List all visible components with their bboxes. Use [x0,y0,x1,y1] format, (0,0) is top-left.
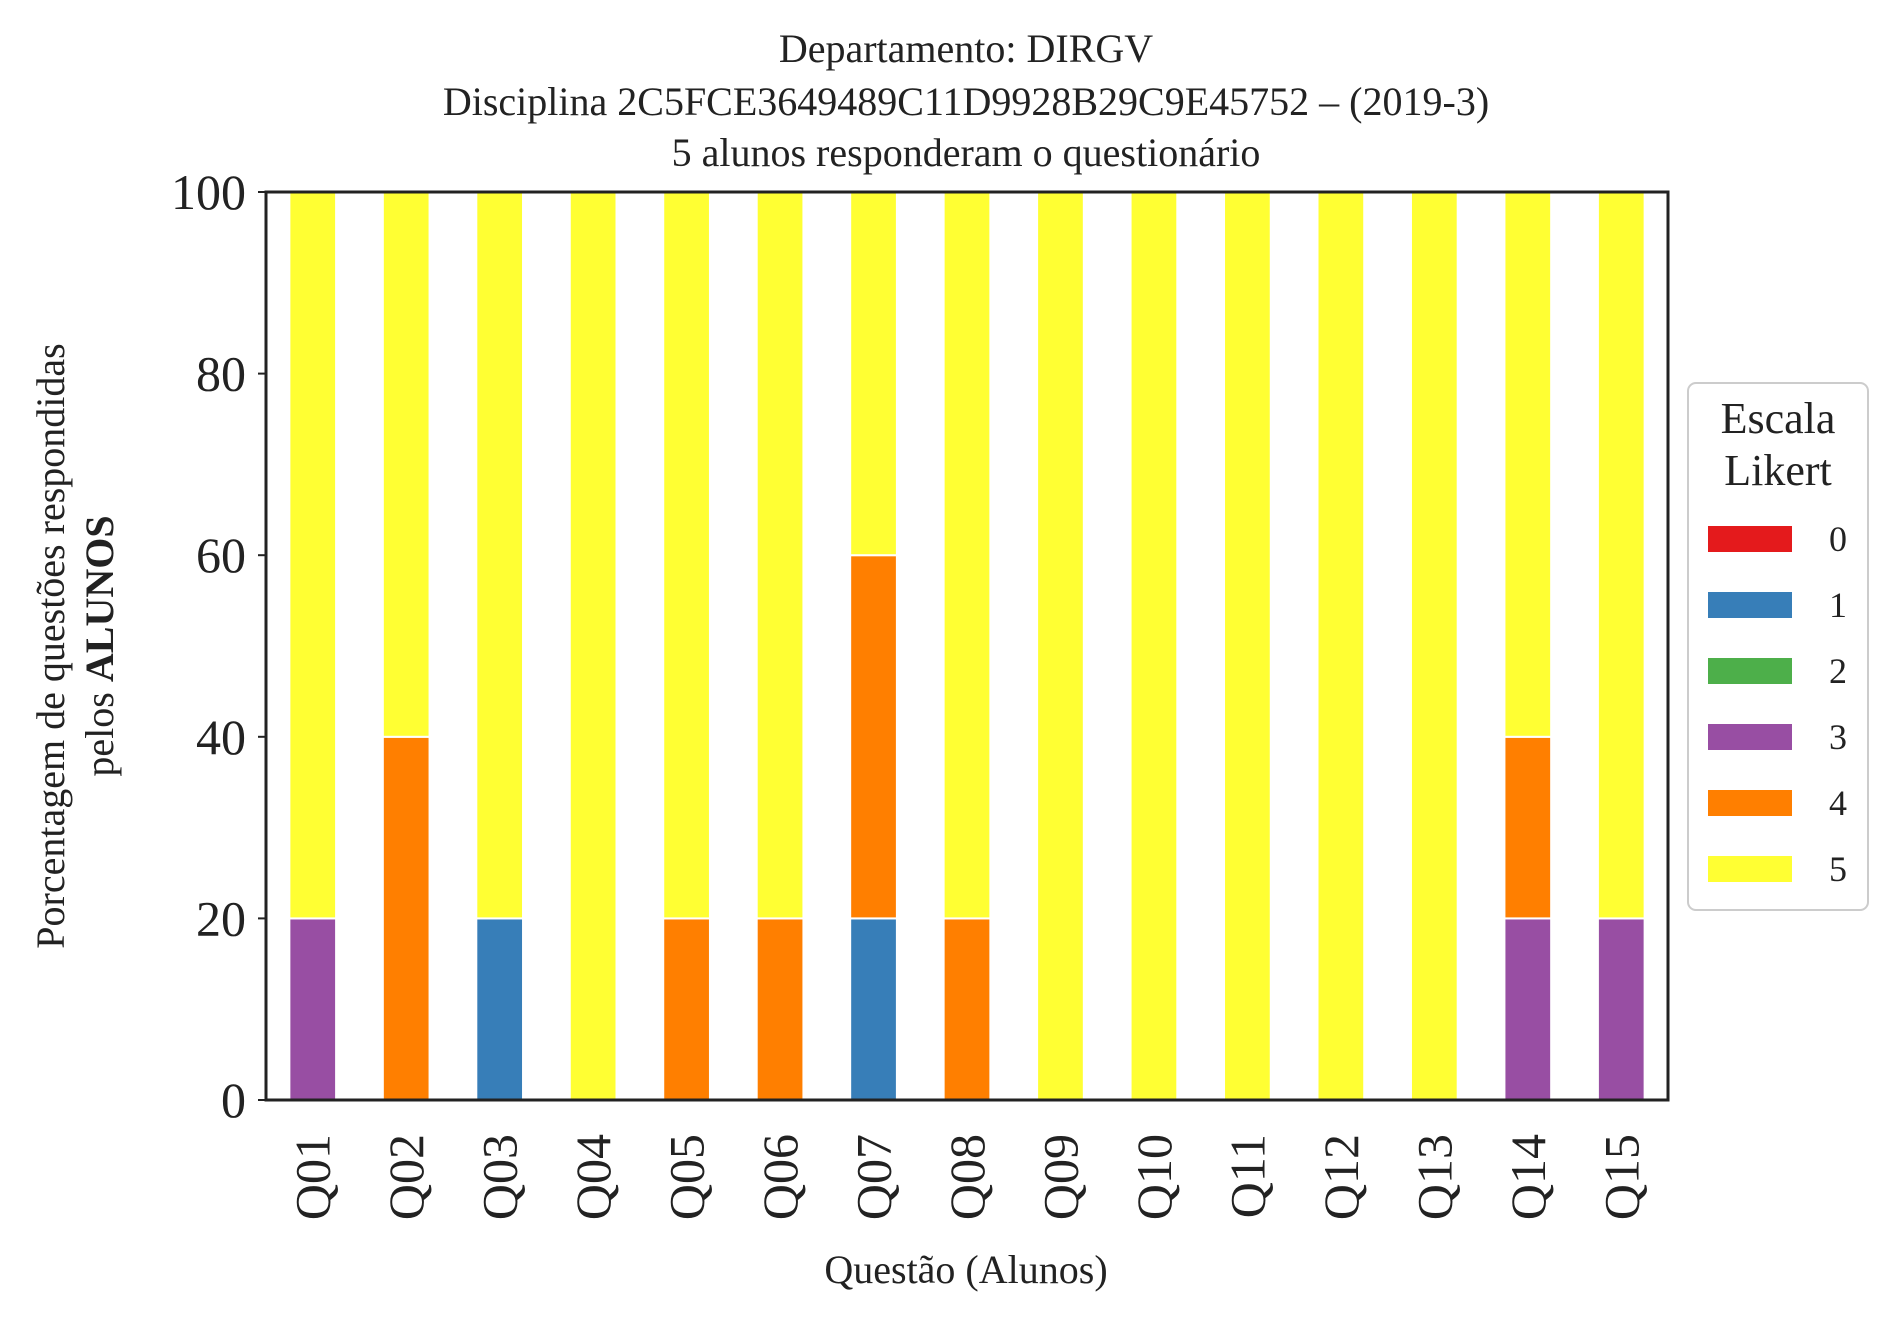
bar-q03-likert-5 [475,191,525,920]
bar-q02-likert-4 [381,735,431,1101]
legend-swatch-2 [1708,658,1792,684]
x-tick-label-q01: Q01 [285,1134,341,1220]
y-axis-label-line-2: pelos ALUNOS [77,515,122,776]
y-axis-label: Porcentagem de questões respondidas pelo… [28,343,122,948]
x-tick-label-q06: Q06 [752,1134,808,1220]
bar-q07-likert-5 [849,191,898,557]
x-axis-label: Questão (Alunos) [824,1247,1107,1292]
legend-title-line-2: Likert [1724,446,1832,495]
bar-q11-likert-5 [1223,191,1272,1101]
title-line-3: 5 alunos responderam o questionário [672,130,1261,175]
x-tick-label-q04: Q04 [565,1134,621,1220]
x-tick-label-q02: Q02 [378,1134,434,1220]
bar-q02-likert-5 [381,191,431,738]
bar-q09-likert-5 [1036,191,1085,1101]
legend-label-1: 1 [1829,585,1847,625]
legend-label-2: 2 [1829,651,1847,691]
bar-q07-likert-1 [849,917,898,1102]
bars [288,191,1646,1102]
chart-title: Departamento: DIRGV Disciplina 2C5FCE364… [443,26,1489,175]
bar-q03-likert-1 [475,917,525,1102]
x-tick-label-q11: Q11 [1219,1134,1275,1218]
bar-q05-likert-5 [662,191,711,920]
bar-q01-likert-3 [288,917,338,1102]
y-tick-label-0: 0 [221,1072,246,1128]
bar-q04-likert-5 [568,191,618,1101]
bar-q06-likert-5 [755,191,805,920]
title-line-2: Disciplina 2C5FCE3649489C11D9928B29C9E45… [443,79,1489,124]
legend-swatch-4 [1708,790,1792,816]
bar-q14-likert-5 [1503,191,1553,738]
y-axis-label-prefix: pelos [77,682,122,776]
bar-q05-likert-4 [662,917,711,1102]
legend-swatch-5 [1708,856,1792,882]
y-axis-ticks: 0 20 40 60 80 100 [171,164,266,1128]
bar-q06-likert-4 [755,917,805,1102]
legend-swatch-3 [1708,724,1792,750]
x-tick-label-q14: Q14 [1500,1134,1556,1220]
legend: Escala Likert 0 1 2 3 4 5 [1687,382,1869,911]
legend-label-5: 5 [1829,849,1847,889]
legend-label-0: 0 [1829,519,1847,559]
bar-q15-likert-5 [1596,191,1646,920]
bar-q15-likert-3 [1596,917,1646,1102]
legend-items: 0 1 2 3 4 5 [1708,519,1847,889]
bar-q01-likert-5 [288,191,338,920]
legend-swatch-0 [1708,526,1792,552]
legend-label-4: 4 [1829,783,1847,823]
x-tick-label-q09: Q09 [1032,1134,1088,1220]
legend-swatch-1 [1708,592,1792,618]
x-tick-label-q03: Q03 [472,1134,528,1220]
x-tick-label-q12: Q12 [1313,1134,1369,1220]
x-tick-label-q15: Q15 [1593,1134,1649,1220]
legend-label-3: 3 [1829,717,1847,757]
bar-q07-likert-4 [849,554,898,920]
x-tick-label-q13: Q13 [1406,1134,1462,1220]
x-tick-label-q05: Q05 [659,1134,715,1220]
bar-q13-likert-5 [1409,191,1459,1101]
x-tick-label-q07: Q07 [846,1134,902,1220]
x-tick-label-q10: Q10 [1126,1134,1182,1220]
y-tick-label-40: 40 [196,709,246,765]
bar-q10-likert-5 [1129,191,1179,1101]
plot-frame [264,190,1670,1102]
bar-q14-likert-4 [1503,735,1553,920]
y-tick-label-20: 20 [196,890,246,946]
y-tick-label-60: 60 [196,527,246,583]
y-axis-label-line-1: Porcentagem de questões respondidas [28,343,73,948]
legend-box [1687,382,1869,911]
legend-title-line-1: Escala [1721,394,1836,443]
y-axis-label-bold: ALUNOS [77,515,122,682]
bar-q14-likert-3 [1503,917,1553,1102]
bar-q12-likert-5 [1316,191,1366,1101]
title-line-1: Departamento: DIRGV [779,26,1153,71]
bar-q08-likert-4 [942,917,992,1102]
x-tick-label-q08: Q08 [939,1134,995,1220]
bar-q08-likert-5 [942,191,992,920]
y-tick-label-100: 100 [171,164,246,220]
x-axis-ticks: Q01 Q02 Q03 Q04 Q05 Q06 Q07 Q08 Q09 Q10 Q11 Q12 Q13 Q… [285,1134,1650,1220]
y-tick-label-80: 80 [196,346,246,402]
